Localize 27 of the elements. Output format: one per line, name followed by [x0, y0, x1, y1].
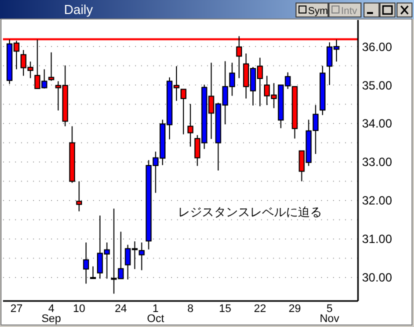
x-tick-label: 22: [254, 303, 266, 315]
candlestick: [187, 103, 194, 148]
x-tick-label: 24: [114, 303, 127, 315]
candlestick: [138, 242, 145, 271]
y-tick-label: 30.00: [362, 270, 392, 285]
candlestick: [76, 180, 82, 212]
x-tick-label: 29: [288, 303, 301, 315]
text: Intv: [341, 6, 358, 17]
candlestick: [90, 266, 96, 280]
chart-title: Daily: [64, 2, 94, 17]
y-tick-label: 36.00: [362, 40, 392, 54]
x-tick-label: 5 Nov: [320, 303, 340, 325]
y-tick-label: 34.00: [362, 116, 392, 131]
candlestick: [180, 88, 186, 135]
x-tick-label: 15: [219, 303, 232, 315]
x-tick-label: 8: [187, 303, 194, 315]
x-tick-label: 10: [72, 303, 86, 315]
y-tick-label: 35.00: [362, 78, 392, 92]
text: Sym: [308, 6, 328, 17]
x-tick-label: 1 Oct: [147, 303, 164, 325]
annotation: レジスタンスレベルに迫る: [178, 205, 322, 219]
x-tick-label: 27: [10, 303, 23, 315]
y-tick-label: 33.00: [362, 155, 392, 170]
y-tick-label: 31.00: [362, 232, 392, 246]
x-tick-label: 4 Sep: [41, 303, 62, 325]
candlestick: [83, 242, 89, 284]
y-tick-label: 32.00: [362, 194, 392, 208]
